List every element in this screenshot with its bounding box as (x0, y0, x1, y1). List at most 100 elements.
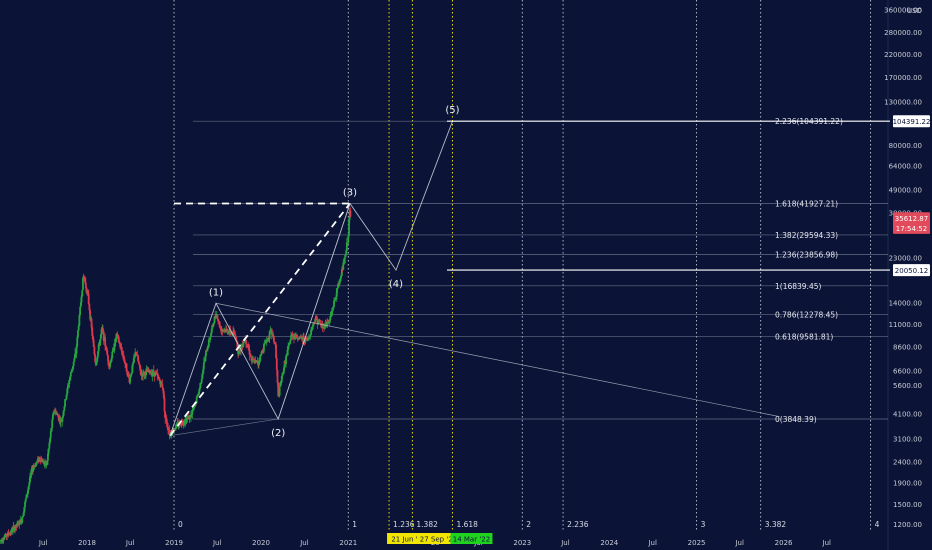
candle-body (133, 356, 136, 359)
candle-body (85, 287, 88, 293)
candle-body (111, 351, 114, 358)
candle-body (328, 319, 331, 321)
candle-body (57, 414, 59, 417)
price-tick-label: 4100.00 (893, 410, 922, 418)
time-tick-label: 2020 (252, 539, 270, 547)
candle-body (45, 464, 48, 466)
candle-body (70, 370, 73, 373)
candle-body (118, 342, 121, 344)
candle-body (46, 460, 49, 465)
wave-label: (2) (271, 428, 285, 439)
candle-body (335, 296, 338, 298)
time-fib-label: 1.236 (393, 520, 415, 529)
time-tick-label: 2025 (688, 539, 706, 547)
candle-body (135, 352, 138, 355)
candle-body (71, 368, 74, 371)
candle-body (275, 358, 278, 371)
candle-body (24, 501, 26, 508)
candle-body (56, 413, 59, 415)
candle-body (81, 290, 84, 297)
candle-body (204, 355, 207, 361)
candle-body (233, 332, 236, 335)
candle-body (84, 282, 87, 288)
candle-body (25, 494, 28, 499)
candle-body (47, 448, 50, 454)
candle-body (75, 346, 78, 354)
candle-body (192, 405, 195, 410)
time-fib-label: 2 (526, 520, 531, 529)
time-fib-label: 2.236 (567, 520, 589, 529)
candle-body (308, 336, 310, 340)
candle-body (99, 339, 102, 346)
candle-body (102, 328, 104, 332)
candle-body (262, 344, 265, 352)
candle-body (215, 316, 217, 318)
candle-body (197, 395, 200, 396)
candle-body (234, 334, 237, 338)
time-fib-label: 4 (875, 520, 880, 529)
candle-body (200, 378, 203, 383)
fib-level-label: 1.618(41927.21) (775, 200, 838, 209)
candle-body (35, 462, 38, 464)
candle-body (263, 342, 266, 345)
candle-body (4, 536, 6, 538)
price-axis[interactable]: USD 360000.00280000.00220000.00170000.00… (447, 7, 930, 530)
candle-body (300, 335, 302, 338)
candle-body (67, 383, 70, 385)
candle-body (6, 535, 9, 537)
candle-body (226, 329, 229, 333)
candle-body (165, 418, 168, 425)
time-fib-label: 1.618 (456, 520, 478, 529)
candles (0, 207, 352, 544)
candle-body (201, 373, 204, 379)
candle-body (227, 332, 230, 334)
candle-body (333, 299, 336, 301)
candle-body (149, 370, 152, 374)
candle-body (32, 467, 35, 469)
candle-body (107, 361, 110, 366)
candle-body (177, 425, 180, 427)
candle-body (273, 336, 275, 342)
candle-body (155, 371, 157, 373)
candle-body (245, 339, 247, 344)
candle-body (107, 355, 109, 362)
candle-body (163, 397, 166, 412)
candle-body (77, 330, 79, 338)
candle-body (63, 406, 66, 411)
candle-body (190, 414, 193, 416)
candle-body (28, 482, 31, 487)
candle-body (182, 422, 185, 425)
candle-body (236, 341, 239, 351)
candle-body (51, 419, 54, 428)
candle-body (54, 410, 57, 415)
candle-body (21, 515, 24, 518)
candle-body (195, 396, 198, 404)
candle-body (291, 333, 294, 338)
candle-body (245, 343, 248, 345)
candle-body (212, 324, 215, 326)
candle-body (289, 339, 292, 344)
candle-body (129, 376, 132, 383)
candle-body (208, 339, 211, 341)
candle-body (62, 415, 64, 419)
candle-body (318, 320, 321, 324)
candle-body (87, 291, 89, 294)
candle-body (229, 328, 232, 334)
candle-body (29, 474, 32, 477)
time-fib-label: 3 (701, 520, 706, 529)
candle-body (47, 453, 49, 461)
candle-body (162, 387, 164, 392)
candle-body (64, 399, 67, 400)
candle-body (247, 347, 250, 350)
candle-body (260, 351, 263, 355)
price-tick-label: 360000.00 (884, 7, 922, 15)
candle-body (332, 307, 335, 310)
price-tick-label: 6600.00 (893, 367, 922, 375)
candle-body (131, 365, 134, 373)
candle-body (248, 349, 251, 355)
candle-body (92, 339, 95, 347)
price-tick-label: 49000.00 (889, 186, 922, 194)
candle-body (329, 316, 332, 320)
candle-body (90, 318, 93, 328)
